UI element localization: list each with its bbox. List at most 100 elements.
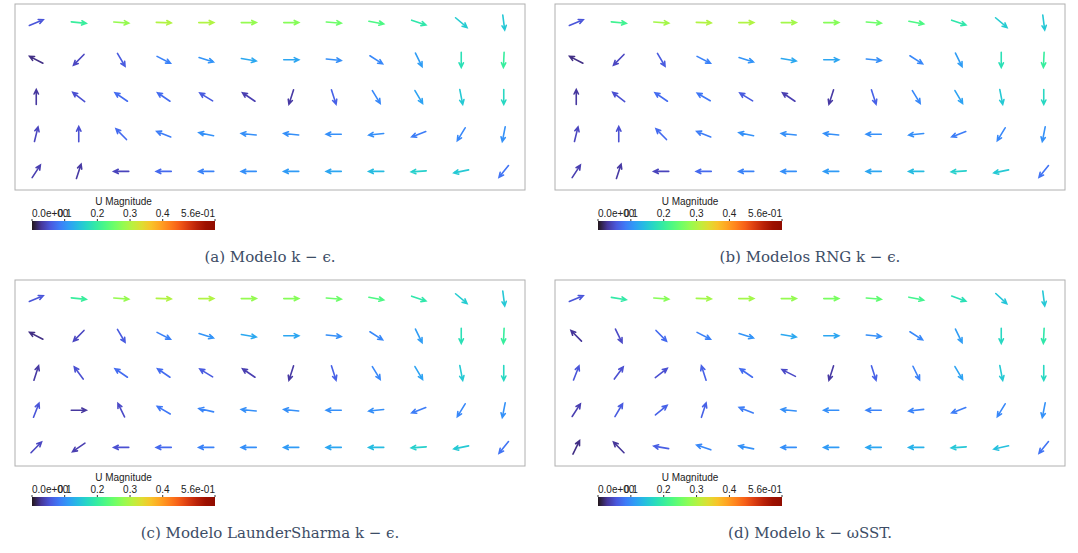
colorbar-tick-label: 0.2 [90,208,104,219]
colorbar-tick-label: 0.2 [657,484,671,495]
vector-arrow [999,328,1003,343]
vector-arrow [114,297,129,301]
vector-arrow [871,90,876,104]
vector-arrow [655,368,667,377]
vector-arrow [571,330,581,341]
vector-arrow [997,128,1005,141]
vector-arrow [1000,90,1004,105]
arrows [569,291,1048,454]
colorbar-tick [215,495,216,497]
vector-arrow [955,367,963,380]
vector-arrow [866,58,881,62]
vector-arrow [499,442,508,454]
vector-arrow [501,52,505,67]
vector-arrow [1039,166,1048,178]
vector-arrow [1041,127,1045,142]
colorbar: 0.0e+000.10.20.30.45.6e-01U Magnitude [32,472,215,506]
vector-arrow [909,132,924,136]
vector-arrow [502,366,506,381]
vector-arrow [241,58,256,62]
vector-arrow [781,169,796,173]
vector-arrow [459,52,463,67]
colorbar-tick [630,219,631,221]
vector-arrow [74,367,83,379]
vector-arrow [614,442,624,453]
vector-arrow [611,297,626,301]
colorbar: 0.0e+000.10.20.30.45.6e-01U Magnitude [32,196,215,230]
colorbar-tick-label: 5.6e-01 [748,484,782,495]
vector-arrow [572,165,580,178]
colorbar-tick-label: 0.3 [690,208,704,219]
vector-arrow [71,21,86,25]
colorbar-tick [663,495,664,497]
colorbar-tick [663,219,664,221]
vector-arrow [866,21,881,25]
vector-arrow [412,132,426,138]
vector-arrow [569,295,583,301]
vector-arrow [781,20,796,24]
vector-arrow [781,408,796,412]
colorbar: 0.0e+000.10.20.30.45.6e-01U Magnitude [598,196,782,230]
vector-arrow [1039,442,1048,454]
vector-arrow [912,91,920,104]
vector-arrow [326,445,341,449]
vector-arrow [76,164,81,178]
vector-arrow [288,90,293,104]
vector-arrow [415,53,422,66]
vector-arrow [952,408,966,414]
vector-arrow [369,21,384,25]
vector-arrow [156,445,171,449]
vector-arrow [284,296,299,300]
vector-arrow [158,369,170,377]
vector-arrow [415,91,423,104]
vector-arrow [29,295,43,301]
colorbar-title: U Magnitude [662,196,719,207]
vector-arrow [824,296,839,300]
vector-arrow [824,132,839,136]
colorbar-tick-label: 0.4 [722,484,736,495]
vector-arrow [241,334,256,338]
vector-arrow [284,408,299,412]
colorbar-tick-label: 5.6e-01 [181,208,215,219]
colorbar-title: U Magnitude [95,196,152,207]
vector-arrow [655,93,667,101]
vector-arrow [697,444,711,449]
vector-arrow [1042,90,1046,105]
vector-arrow [654,297,669,301]
vector-arrow [460,366,464,381]
vector-arrow [157,131,171,137]
vector-arrow [34,366,39,380]
vector-arrow [200,93,213,101]
colorbar-scale [598,221,782,230]
colorbar-tick-label: 5.6e-01 [748,208,782,219]
vector-arrow [30,332,43,339]
arrows [29,15,508,178]
colorbar-tick [32,219,33,221]
vector-arrow [657,53,665,66]
vector-arrow [1042,291,1046,306]
vector-arrow [999,52,1003,67]
vector-arrow [866,334,881,338]
vector-arrow [460,90,464,105]
vector-arrow [370,56,383,64]
vector-arrow [573,441,580,454]
vector-arrow [71,297,86,301]
colorbar-tick [729,495,730,497]
colorbar-tick-label: 0.1 [58,484,72,495]
vector-arrow [871,366,876,380]
vector-arrow [574,90,578,105]
colorbar-tick [64,495,65,497]
plot-frame [555,4,1065,190]
vector-arrow [199,58,213,63]
vector-arrow [615,404,623,417]
vector-arrow [199,20,214,24]
vector-arrow [459,328,463,343]
vector-arrow [411,445,426,449]
colorbar-tick [32,495,33,497]
vector-arrow [412,296,426,301]
vector-arrow [372,91,380,104]
vector-arrow [156,21,171,25]
vector-arrow [115,93,127,101]
vector-arrow [909,21,924,25]
vector-arrow [654,169,669,173]
